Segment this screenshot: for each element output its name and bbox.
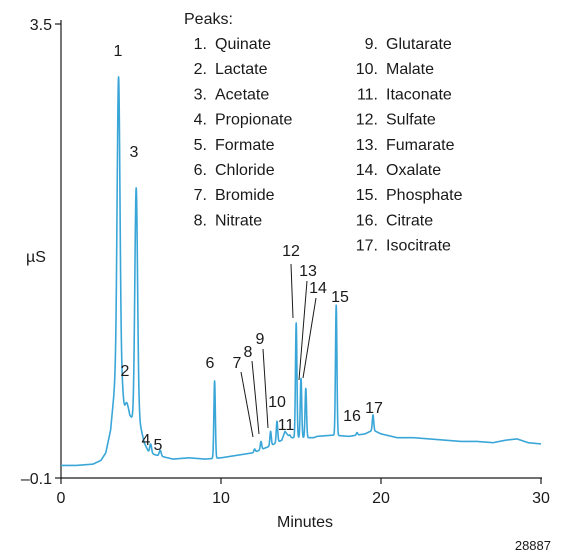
- x-tick-label: 10: [212, 490, 230, 507]
- legend-title: Peaks:: [184, 11, 233, 28]
- peak-leader-line: [298, 280, 308, 381]
- peak-label: 12: [282, 243, 300, 260]
- legend-peak-name: Formate: [215, 137, 275, 154]
- peak-leader-line: [262, 348, 269, 429]
- chromatogram-line: [60, 76, 542, 467]
- legend-peak-name: Glutarate: [386, 36, 452, 53]
- legend-number: 11.: [357, 86, 378, 103]
- legend-number: 7.: [194, 187, 207, 204]
- legend-items: 1. Quinate 2. Lactate 3. Acetate 4. Propionate 5…: [194, 36, 463, 255]
- peak-label: 17: [365, 400, 383, 417]
- peak-label: 16: [343, 408, 361, 425]
- legend-number: 17.: [356, 238, 378, 255]
- legend-peak-name: Nitrate: [215, 212, 262, 229]
- peak-label: 5: [154, 437, 163, 454]
- peak-label: 6: [206, 355, 215, 372]
- axes: [60, 20, 542, 479]
- legend-number: 4.: [194, 112, 207, 129]
- y-tick-label: –0.1: [21, 471, 52, 488]
- legend-number: 5.: [194, 137, 207, 154]
- peak-label: 7: [233, 355, 242, 372]
- x-ticks: 0 10 20 30: [57, 478, 550, 507]
- y-axis-title: µS: [26, 249, 46, 266]
- x-axis-title: Minutes: [277, 514, 333, 531]
- x-tick-label: 30: [532, 490, 550, 507]
- legend-number: 9.: [365, 36, 378, 53]
- legend-number: 8.: [194, 212, 207, 229]
- legend-number: 14.: [356, 162, 378, 179]
- peak-label: 10: [268, 394, 286, 411]
- peak-label: 9: [256, 331, 265, 348]
- peak-label: 11: [278, 417, 295, 434]
- peak-leader-line: [302, 297, 317, 379]
- peak-label: 15: [331, 289, 349, 306]
- legend-peak-name: Quinate: [215, 36, 271, 53]
- legend-number: 10.: [356, 61, 378, 78]
- legend-peak-name: Lactate: [215, 61, 268, 78]
- figure-id: 28887: [515, 538, 551, 553]
- legend-peak-name: Citrate: [386, 212, 433, 229]
- y-ticks: –0.1 3.5: [21, 17, 61, 488]
- legend-number: 15.: [356, 187, 378, 204]
- x-tick-label: 20: [372, 490, 390, 507]
- legend-number: 16.: [356, 212, 378, 229]
- legend-peak-name: Bromide: [215, 187, 275, 204]
- legend: Peaks: 1. Quinate 2. Lactate 3. Acetate 4. Prop…: [184, 11, 463, 255]
- legend-peak-name: Malate: [386, 61, 434, 78]
- legend-number: 13.: [356, 137, 378, 154]
- legend-peak-name: Itaconate: [386, 86, 452, 103]
- peak-leader-line: [240, 371, 254, 438]
- legend-number: 6.: [194, 162, 207, 179]
- legend-peak-name: Sulfate: [386, 112, 436, 129]
- y-tick-label: 3.5: [30, 17, 52, 34]
- legend-number: 12.: [356, 112, 378, 129]
- peak-leader-line: [251, 360, 260, 435]
- legend-peak-name: Phosphate: [386, 187, 463, 204]
- legend-peak-name: Chloride: [215, 162, 275, 179]
- peak-label: 2: [121, 363, 130, 380]
- legend-peak-name: Oxalate: [386, 162, 441, 179]
- peak-leader-line: [290, 263, 294, 319]
- legend-peak-name: Propionate: [215, 112, 292, 129]
- peak-label: 8: [244, 344, 253, 361]
- peak-label: 4: [142, 432, 151, 449]
- peak-label: 13: [299, 263, 317, 280]
- peak-label: 14: [309, 280, 327, 297]
- legend-number: 2.: [194, 61, 207, 78]
- legend-number: 1.: [194, 36, 207, 53]
- legend-peak-name: Fumarate: [386, 137, 455, 154]
- legend-number: 3.: [194, 86, 207, 103]
- legend-peak-name: Acetate: [215, 86, 269, 103]
- x-tick-label: 0: [57, 490, 66, 507]
- peak-label: 3: [130, 144, 139, 161]
- legend-peak-name: Isocitrate: [386, 238, 451, 255]
- peak-label: 1: [114, 43, 123, 60]
